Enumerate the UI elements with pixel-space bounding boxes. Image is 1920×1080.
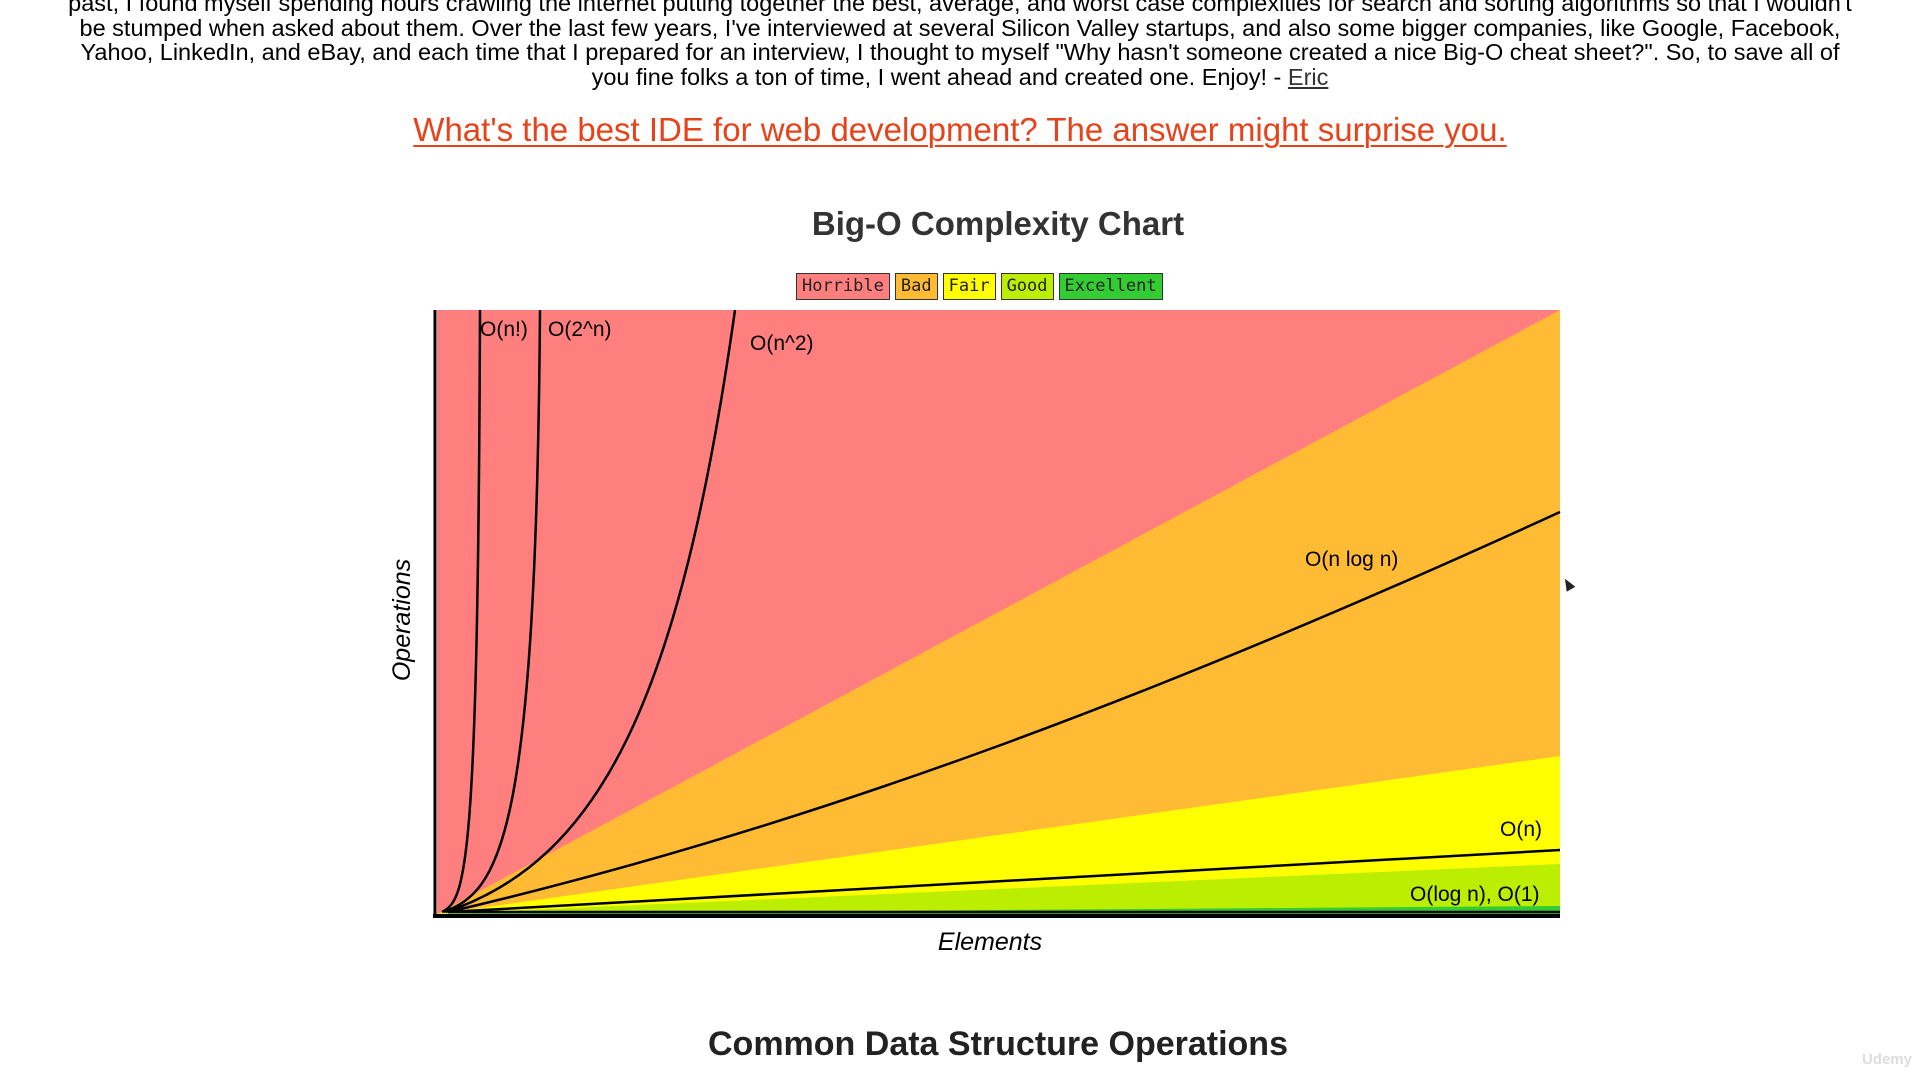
curve-label-quadratic: O(n^2) <box>750 332 814 355</box>
chart-labels: O(n!) O(2^n) O(n^2) O(n log n) O(n) O(lo… <box>388 318 1542 956</box>
legend-excellent: Excellent <box>1058 273 1163 300</box>
region-bad <box>437 310 1560 914</box>
curve-factorial <box>441 309 482 914</box>
curve-quadratic <box>445 309 737 914</box>
curve-label-log-constant: O(log n), O(1) <box>1410 883 1540 906</box>
promo-link[interactable]: What's the best IDE for web development?… <box>413 111 1507 148</box>
legend-bad: Bad <box>894 273 938 300</box>
curve-nlogn <box>447 510 1561 914</box>
curve-label-factorial: O(n!) <box>480 318 528 341</box>
curve-label-linear: O(n) <box>1500 818 1542 841</box>
legend-good: Good <box>1000 273 1054 300</box>
intro-line-3: Yahoo, LinkedIn, and eBay, and each time… <box>80 39 1840 65</box>
author-link[interactable]: Eric <box>1287 63 1329 90</box>
chart-regions <box>437 310 1560 914</box>
section-heading: Common Data Structure Operations <box>708 1025 1288 1063</box>
intro-line-4-text: you fine folks a ton of time, I went ahe… <box>591 63 1288 90</box>
x-axis-label: Elements <box>938 928 1042 956</box>
y-axis-label: Operations <box>388 559 416 681</box>
curve-linear <box>447 848 1561 914</box>
curve-label-nlogn: O(n log n) <box>1305 548 1398 571</box>
promo-banner: What's the best IDE for web development?… <box>0 110 1920 150</box>
intro-line-2: be stumped when asked about them. Over t… <box>79 14 1841 41</box>
legend-horrible: Horrible <box>796 273 890 300</box>
region-fair <box>437 756 1560 914</box>
chart-legend: Horrible Bad Fair Good Excellent <box>796 273 1163 300</box>
region-good <box>437 864 1560 914</box>
chart-curves <box>441 309 1561 914</box>
udemy-watermark: Udemy <box>1861 1051 1912 1068</box>
legend-fair: Fair <box>942 273 996 300</box>
intro-paragraph: past, I found myself spending hours craw… <box>20 0 1900 89</box>
chart-axes <box>433 310 1560 918</box>
intro-line-4: you fine folks a ton of time, I went ahe… <box>20 63 1900 90</box>
curve-exponential <box>443 309 542 914</box>
chart-title: Big-O Complexity Chart <box>811 205 1185 242</box>
intro-line-1: past, I found myself spending hours craw… <box>68 0 1852 16</box>
curve-label-exponential: O(2^n) <box>548 318 612 341</box>
big-o-chart: O(n!) O(2^n) O(n^2) O(n log n) O(n) O(lo… <box>388 309 1561 956</box>
